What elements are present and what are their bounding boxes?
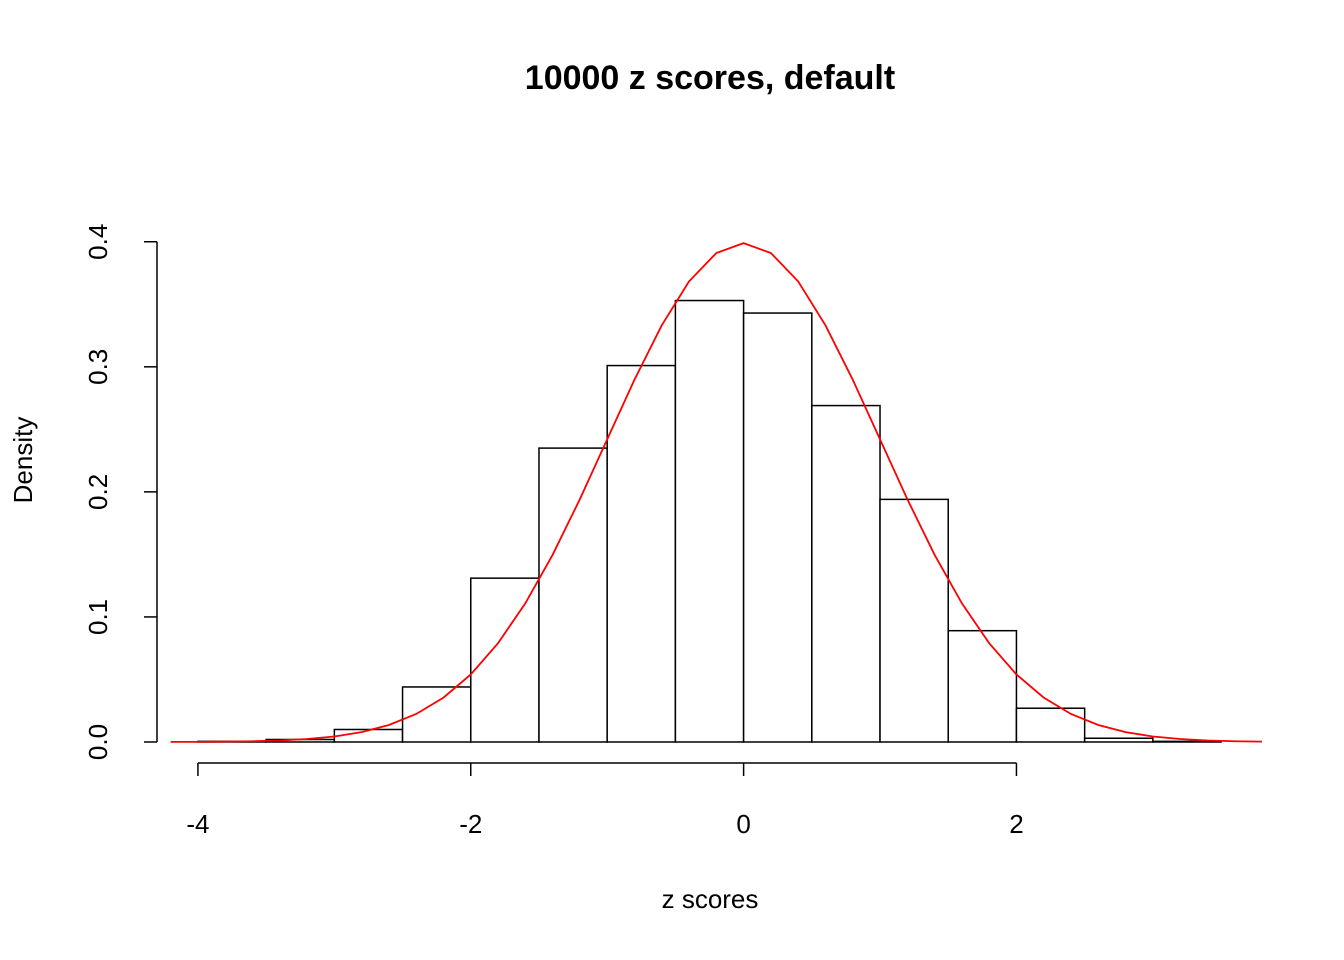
y-tick-label: 0.2	[83, 474, 113, 510]
x-tick-label: -4	[186, 809, 209, 839]
histogram-bar	[947, 629, 1018, 743]
x-tick-label: -2	[459, 809, 482, 839]
chart-title: 10000 z scores, default	[525, 59, 895, 97]
histogram-bar	[879, 498, 949, 743]
y-axis-label: Density	[8, 417, 38, 504]
histogram-bar	[742, 312, 813, 743]
y-tick-label: 0.3	[83, 349, 113, 385]
histogram-bar	[811, 404, 881, 743]
histogram-bar	[606, 364, 677, 743]
histogram-bar	[1083, 737, 1154, 743]
histogram-bar	[538, 447, 608, 743]
histogram-bar	[1015, 707, 1086, 743]
y-tick-label: 0.0	[83, 724, 113, 760]
histogram-bar	[674, 299, 745, 743]
x-tick-label: 0	[736, 809, 750, 839]
x-tick-label: 2	[1009, 809, 1023, 839]
density-curve	[170, 242, 1263, 743]
histogram-bar	[470, 577, 540, 743]
y-tick-label: 0.4	[83, 224, 113, 260]
x-axis-label: z scores	[662, 884, 759, 914]
y-tick-label: 0.1	[83, 599, 113, 635]
